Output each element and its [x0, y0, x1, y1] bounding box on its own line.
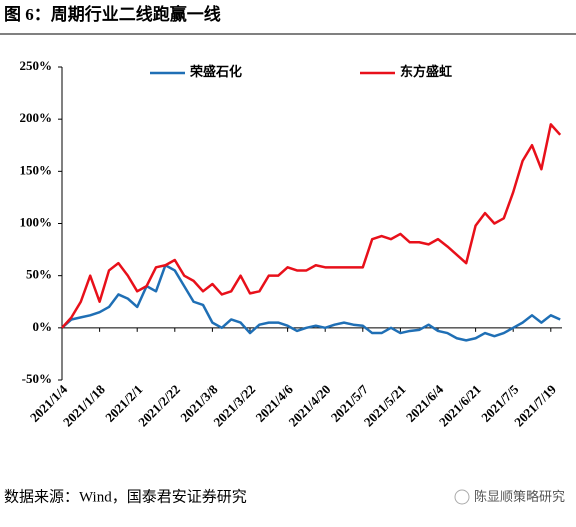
- y-tick-label: -50%: [22, 371, 52, 386]
- y-tick-label: 200%: [20, 110, 53, 125]
- x-tick-label: 2021/3/22: [210, 382, 258, 430]
- series-line: [61, 123, 562, 329]
- y-tick-label: 150%: [20, 162, 53, 177]
- x-tick-label: 2021/2/22: [135, 382, 183, 430]
- y-tick-label: 250%: [20, 58, 53, 73]
- x-tick-label: 2021/1/18: [60, 381, 108, 429]
- series-line: [61, 263, 561, 342]
- y-tick-label: 100%: [20, 214, 53, 229]
- source: 数据来源：Wind，国泰君安证券研究: [4, 488, 247, 505]
- watermark: 陈显顺策略研究: [474, 489, 565, 504]
- x-tick-label: 2021/7/19: [511, 381, 559, 429]
- x-tick-label: 2021/5/21: [361, 382, 409, 430]
- legend-label: 东方盛虹: [400, 64, 452, 79]
- y-tick-label: 0%: [33, 319, 53, 334]
- legend-label: 荣盛石化: [189, 64, 242, 79]
- chart-title: 图 6：周期行业二线跑赢一线: [4, 4, 221, 24]
- watermark-icon: [454, 489, 470, 505]
- x-tick-label: 2021/6/21: [436, 382, 484, 430]
- y-tick-label: 50%: [26, 267, 52, 282]
- x-tick-label: 2021/4/20: [286, 382, 334, 430]
